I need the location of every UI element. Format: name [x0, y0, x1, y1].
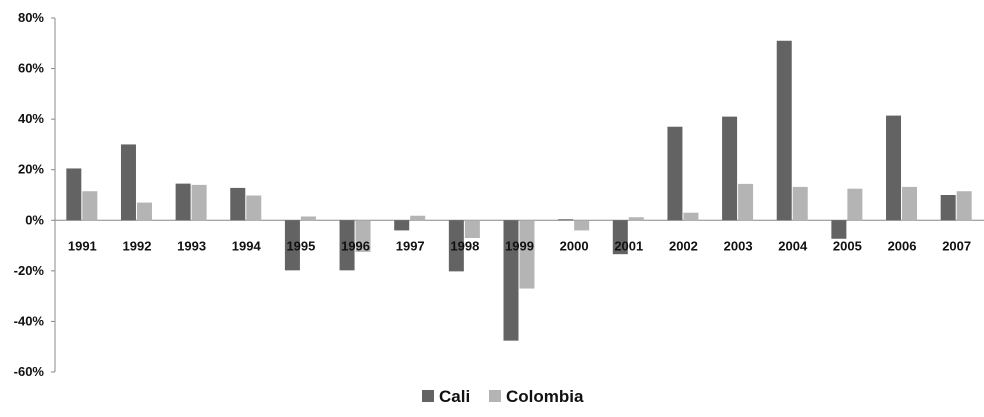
y-tick-label: 60%	[18, 61, 44, 76]
bar-cali-1995	[284, 220, 300, 271]
bar-cali-2002	[667, 126, 683, 221]
bar-cali-2005	[831, 220, 847, 239]
bar-colombia-1996	[355, 220, 371, 252]
bar-colombia-2004	[792, 186, 808, 221]
bar-colombia-2005	[847, 188, 863, 221]
bar-cali-1993	[175, 183, 191, 221]
x-tick-label: 2003	[724, 238, 753, 253]
bar-cali-2007	[940, 195, 956, 221]
bar-cali-1991	[66, 168, 82, 221]
bar-cali-1992	[120, 144, 136, 221]
bars	[66, 40, 972, 341]
x-tick-label: 1991	[68, 238, 97, 253]
bar-cali-1998	[448, 220, 464, 272]
x-tick-label: 2001	[614, 238, 643, 253]
bar-colombia-1993	[191, 184, 207, 221]
y-tick-label: 20%	[18, 162, 44, 177]
bar-colombia-1997	[410, 215, 426, 221]
bar-cali-1994	[230, 187, 246, 221]
legend-swatch-colombia	[489, 390, 501, 402]
x-tick-label: 1995	[286, 238, 315, 253]
x-tick-label: 2005	[833, 238, 862, 253]
bar-colombia-1994	[246, 195, 262, 221]
x-tick-label: 2007	[942, 238, 971, 253]
x-tick-label: 1999	[505, 238, 534, 253]
bar-colombia-1998	[464, 220, 480, 238]
bar-colombia-2006	[902, 186, 918, 221]
bar-cali-1997	[394, 220, 410, 231]
bar-colombia-1991	[82, 191, 98, 221]
legend-label-cali: Cali	[439, 387, 470, 406]
bar-colombia-2000	[574, 220, 590, 231]
legend: Cali Colombia	[422, 387, 584, 406]
bar-cali-2006	[886, 115, 902, 221]
bar-colombia-2003	[738, 183, 754, 221]
bar-colombia-2002	[683, 212, 699, 221]
x-tick-label: 2006	[888, 238, 917, 253]
y-tick-label: 80%	[18, 10, 44, 25]
x-tick-label: 1993	[177, 238, 206, 253]
x-tick-labels: 1991 1992 1993 1994 1995 1996 1997 1998 1999 2000…	[68, 238, 971, 253]
x-tick-label: 2004	[778, 238, 808, 253]
bar-cali-2001	[612, 220, 628, 255]
y-tick-label: 0%	[25, 212, 44, 227]
y-tick-label: -60%	[14, 364, 45, 379]
y-tick-label: -40%	[14, 313, 45, 328]
x-tick-label: 2002	[669, 238, 698, 253]
bar-colombia-1995	[300, 216, 316, 221]
bar-colombia-1992	[136, 202, 152, 221]
bar-colombia-2007	[956, 191, 972, 221]
y-tick-labels: 80% 60% 40% 20% 0% -20% -40% -60%	[14, 10, 45, 379]
y-tick-label: 40%	[18, 111, 44, 126]
legend-label-colombia: Colombia	[506, 387, 584, 406]
legend-swatch-cali	[422, 390, 434, 402]
bar-colombia-2001	[628, 217, 644, 221]
x-tick-label: 1992	[123, 238, 152, 253]
bar-cali-1999	[503, 220, 519, 341]
x-tick-label: 2000	[560, 238, 589, 253]
bar-cali-2003	[722, 116, 738, 221]
x-tick-label: 1996	[341, 238, 370, 253]
bar-cali-2000	[558, 219, 574, 221]
bar-cali-1996	[339, 220, 355, 271]
y-tick-label: -20%	[14, 263, 45, 278]
x-tick-label: 1998	[450, 238, 479, 253]
x-tick-label: 1997	[396, 238, 425, 253]
x-tick-label: 1994	[232, 238, 262, 253]
bar-colombia-1999	[519, 220, 535, 289]
bar-cali-2004	[776, 40, 792, 221]
